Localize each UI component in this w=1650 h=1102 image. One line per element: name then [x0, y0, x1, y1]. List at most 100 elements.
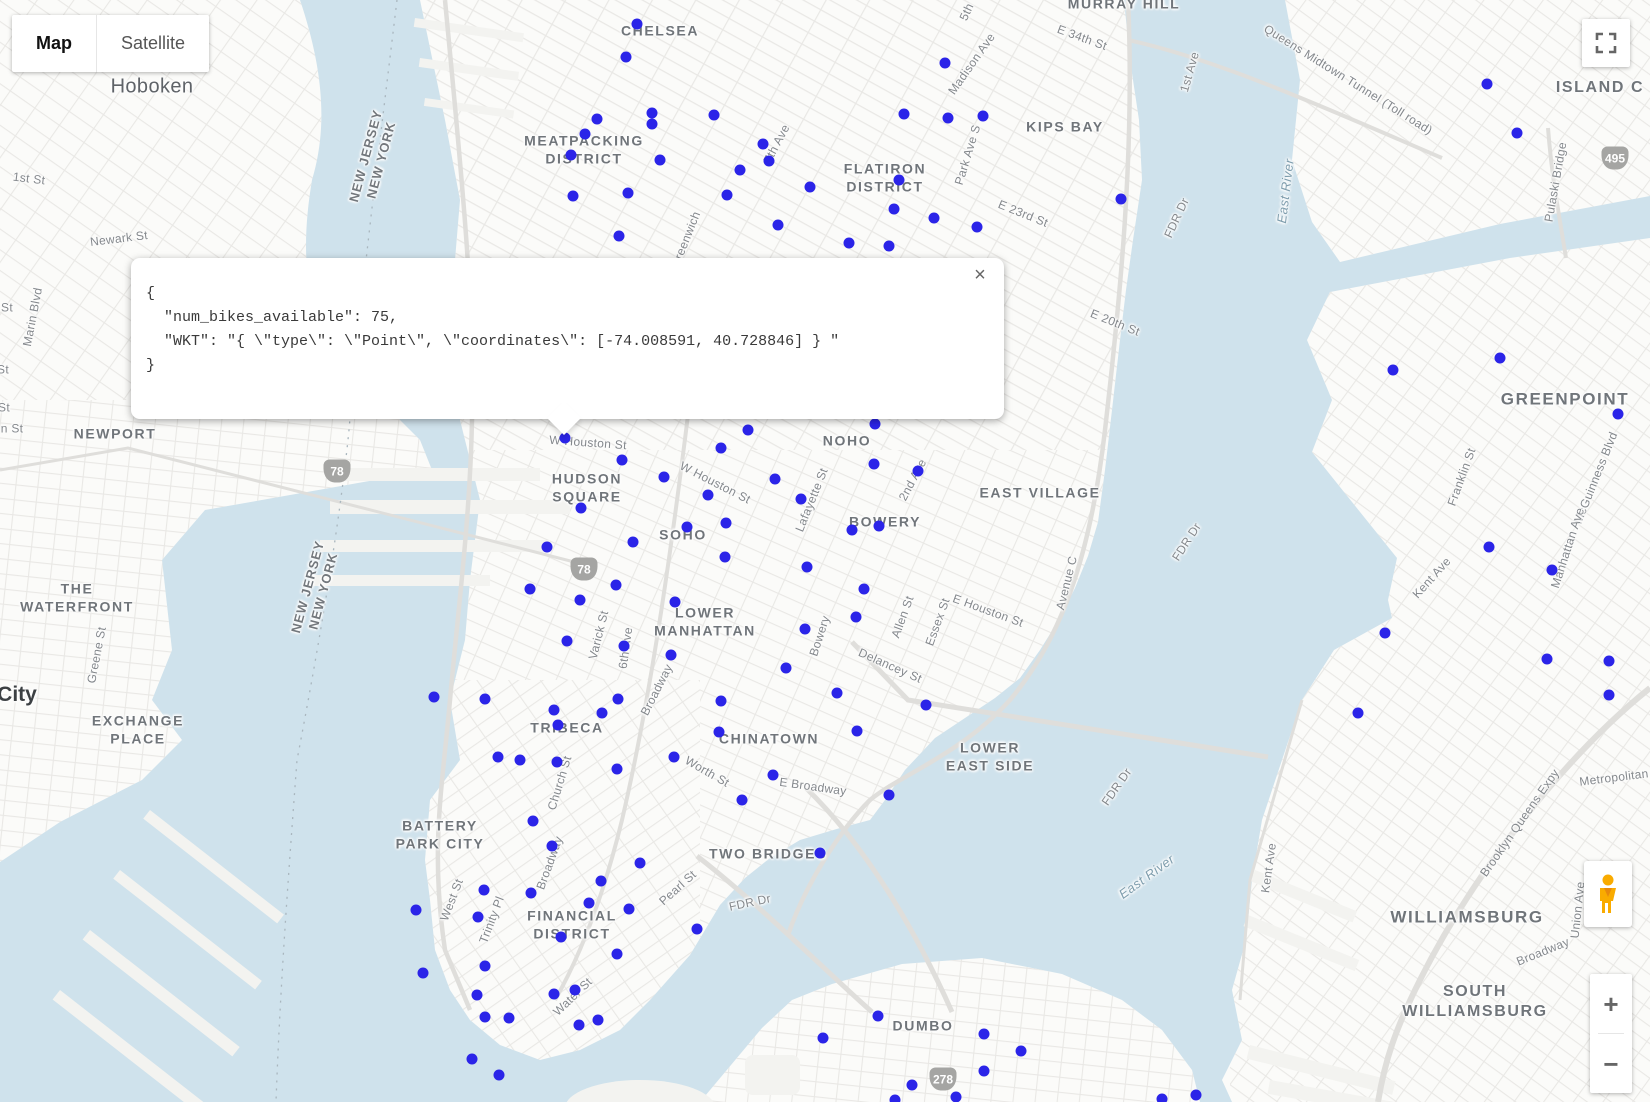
- station-dot[interactable]: [479, 693, 491, 705]
- station-dot[interactable]: [559, 432, 571, 444]
- station-dot[interactable]: [627, 536, 639, 548]
- station-dot[interactable]: [548, 704, 560, 716]
- station-dot[interactable]: [654, 154, 666, 166]
- station-dot[interactable]: [613, 230, 625, 242]
- station-dot[interactable]: [889, 1094, 901, 1102]
- station-dot[interactable]: [978, 1028, 990, 1040]
- zoom-in-button[interactable]: +: [1590, 974, 1632, 1033]
- station-dot[interactable]: [831, 687, 843, 699]
- station-dot[interactable]: [575, 502, 587, 514]
- station-dot[interactable]: [579, 128, 591, 140]
- station-dot[interactable]: [410, 904, 422, 916]
- station-dot[interactable]: [763, 155, 775, 167]
- station-dot[interactable]: [1494, 352, 1506, 364]
- station-dot[interactable]: [555, 931, 567, 943]
- station-dot[interactable]: [721, 189, 733, 201]
- station-dot[interactable]: [565, 149, 577, 161]
- station-dot[interactable]: [814, 847, 826, 859]
- station-dot[interactable]: [591, 113, 603, 125]
- station-dot[interactable]: [893, 174, 905, 186]
- station-dot[interactable]: [888, 203, 900, 215]
- station-dot[interactable]: [1603, 689, 1615, 701]
- station-dot[interactable]: [928, 212, 940, 224]
- station-dot[interactable]: [720, 517, 732, 529]
- station-dot[interactable]: [471, 989, 483, 1001]
- zoom-out-button[interactable]: −: [1590, 1034, 1632, 1093]
- station-dot[interactable]: [525, 887, 537, 899]
- station-dot[interactable]: [428, 691, 440, 703]
- station-dot[interactable]: [552, 719, 564, 731]
- pegman-control[interactable]: [1584, 861, 1632, 927]
- station-dot[interactable]: [479, 1011, 491, 1023]
- station-dot[interactable]: [668, 751, 680, 763]
- station-dot[interactable]: [1603, 655, 1615, 667]
- station-dot[interactable]: [868, 458, 880, 470]
- station-dot[interactable]: [620, 51, 632, 63]
- station-dot[interactable]: [1481, 78, 1493, 90]
- station-dot[interactable]: [610, 579, 622, 591]
- station-dot[interactable]: [417, 967, 429, 979]
- station-dot[interactable]: [817, 1032, 829, 1044]
- station-dot[interactable]: [472, 911, 484, 923]
- map-button[interactable]: Map: [12, 15, 96, 72]
- station-dot[interactable]: [492, 751, 504, 763]
- station-dot[interactable]: [795, 493, 807, 505]
- station-dot[interactable]: [541, 541, 553, 553]
- station-dot[interactable]: [665, 649, 677, 661]
- station-dot[interactable]: [527, 815, 539, 827]
- station-dot[interactable]: [702, 489, 714, 501]
- station-dot[interactable]: [780, 662, 792, 674]
- station-dot[interactable]: [592, 1014, 604, 1026]
- station-dot[interactable]: [1546, 564, 1558, 576]
- station-dot[interactable]: [1612, 408, 1624, 420]
- station-dot[interactable]: [622, 187, 634, 199]
- station-dot[interactable]: [939, 57, 951, 69]
- station-dot[interactable]: [1541, 653, 1553, 665]
- station-dot[interactable]: [801, 561, 813, 573]
- station-dot[interactable]: [616, 454, 628, 466]
- station-dot[interactable]: [912, 465, 924, 477]
- station-dot[interactable]: [898, 108, 910, 120]
- station-dot[interactable]: [583, 897, 595, 909]
- station-dot[interactable]: [631, 18, 643, 30]
- station-dot[interactable]: [466, 1053, 478, 1065]
- station-dot[interactable]: [1511, 127, 1523, 139]
- station-dot[interactable]: [669, 596, 681, 608]
- station-dot[interactable]: [851, 725, 863, 737]
- station-dot[interactable]: [573, 1019, 585, 1031]
- station-dot[interactable]: [719, 551, 731, 563]
- station-dot[interactable]: [715, 695, 727, 707]
- station-dot[interactable]: [713, 726, 725, 738]
- station-dot[interactable]: [843, 237, 855, 249]
- station-dot[interactable]: [769, 473, 781, 485]
- station-dot[interactable]: [846, 524, 858, 536]
- station-dot[interactable]: [1387, 364, 1399, 376]
- station-dot[interactable]: [767, 769, 779, 781]
- station-dot[interactable]: [524, 583, 536, 595]
- station-dot[interactable]: [978, 1065, 990, 1077]
- station-dot[interactable]: [736, 794, 748, 806]
- station-dot[interactable]: [546, 840, 558, 852]
- station-dot[interactable]: [611, 763, 623, 775]
- station-dot[interactable]: [596, 707, 608, 719]
- station-dot[interactable]: [1190, 1089, 1202, 1101]
- station-dot[interactable]: [1156, 1093, 1168, 1102]
- station-dot[interactable]: [1483, 541, 1495, 553]
- station-dot[interactable]: [1115, 193, 1127, 205]
- station-dot[interactable]: [873, 520, 885, 532]
- station-dot[interactable]: [850, 611, 862, 623]
- station-dot[interactable]: [772, 219, 784, 231]
- station-dot[interactable]: [950, 1091, 962, 1102]
- station-dot[interactable]: [883, 789, 895, 801]
- station-dot[interactable]: [503, 1012, 515, 1024]
- station-dot[interactable]: [623, 903, 635, 915]
- station-dot[interactable]: [646, 107, 658, 119]
- station-dot[interactable]: [920, 699, 932, 711]
- station-dot[interactable]: [1015, 1045, 1027, 1057]
- station-dot[interactable]: [742, 424, 754, 436]
- satellite-button[interactable]: Satellite: [96, 15, 209, 72]
- station-dot[interactable]: [493, 1069, 505, 1081]
- station-dot[interactable]: [691, 923, 703, 935]
- fullscreen-button[interactable]: [1582, 19, 1630, 67]
